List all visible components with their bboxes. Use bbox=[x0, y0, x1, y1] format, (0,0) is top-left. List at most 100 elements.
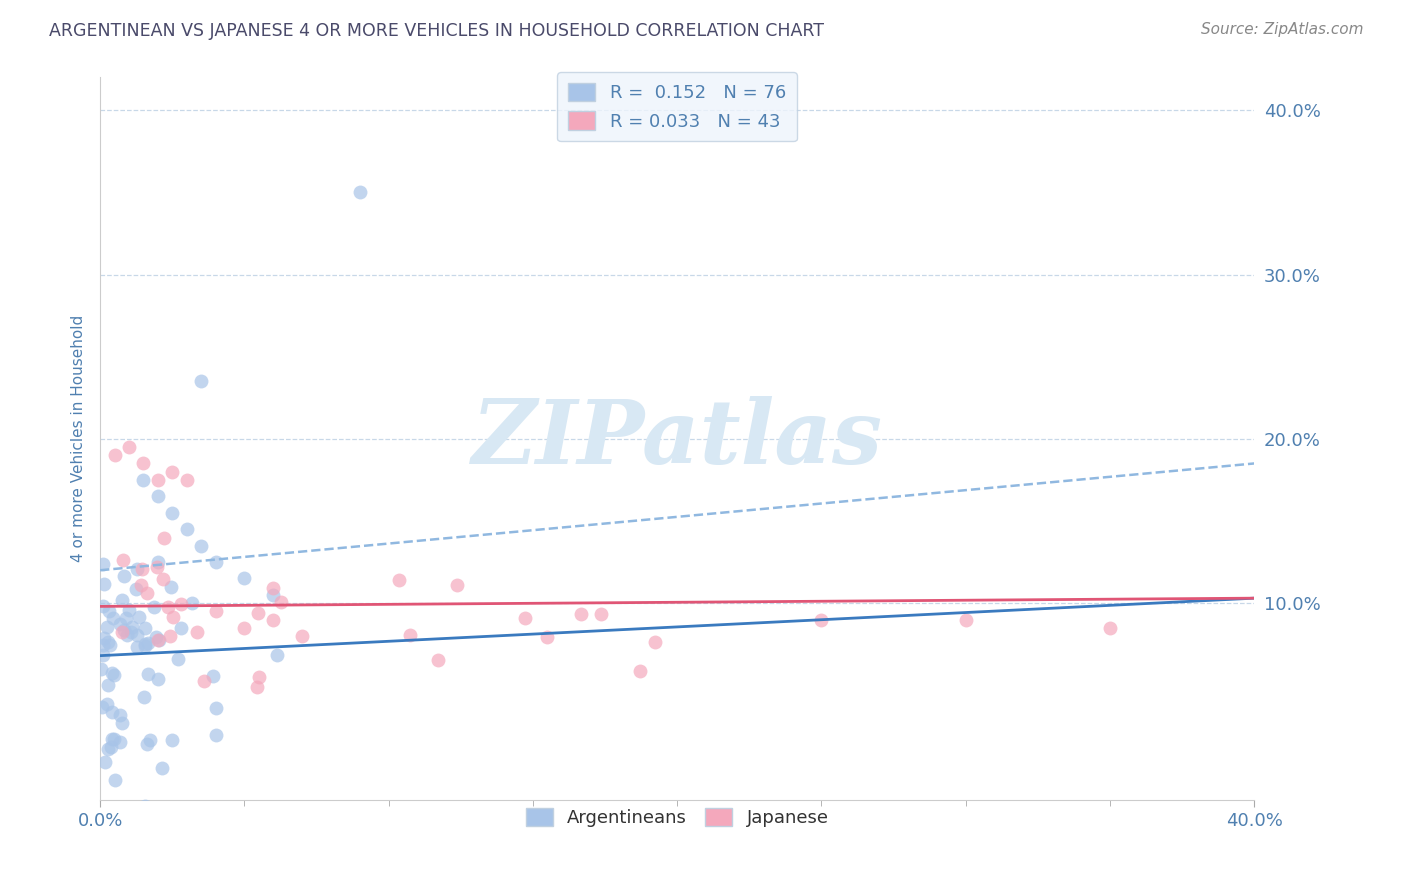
Text: ZIPatlas: ZIPatlas bbox=[471, 395, 883, 482]
Point bbox=[128, 610, 150, 624]
Point bbox=[97, 634, 120, 648]
Point bbox=[132, 690, 155, 705]
Point bbox=[162, 506, 184, 520]
Point bbox=[97, 741, 120, 756]
Point bbox=[91, 599, 114, 613]
Point bbox=[262, 613, 284, 627]
Point bbox=[90, 662, 112, 676]
Point bbox=[134, 638, 156, 652]
Point bbox=[115, 611, 138, 625]
Point bbox=[110, 716, 132, 731]
Point bbox=[233, 571, 256, 585]
Point bbox=[170, 621, 193, 635]
Point bbox=[157, 600, 180, 615]
Point bbox=[104, 773, 127, 788]
Point bbox=[112, 569, 135, 583]
Point bbox=[111, 593, 134, 607]
Point bbox=[246, 680, 269, 694]
Point bbox=[90, 700, 112, 714]
Point bbox=[146, 633, 169, 648]
Point bbox=[148, 632, 170, 647]
Point bbox=[204, 604, 226, 618]
Point bbox=[110, 735, 132, 749]
Point bbox=[134, 621, 156, 635]
Point bbox=[201, 669, 224, 683]
Point bbox=[131, 561, 153, 575]
Point bbox=[111, 624, 134, 639]
Point bbox=[136, 667, 159, 681]
Point bbox=[167, 652, 190, 666]
Point bbox=[262, 581, 284, 595]
Point bbox=[145, 560, 167, 574]
Point bbox=[193, 673, 215, 688]
Point bbox=[399, 628, 422, 642]
Point bbox=[136, 636, 159, 650]
Point bbox=[247, 670, 270, 684]
Point bbox=[589, 607, 612, 622]
Point bbox=[204, 728, 226, 742]
Point bbox=[121, 620, 143, 634]
Point bbox=[96, 620, 118, 634]
Legend: Argentineans, Japanese: Argentineans, Japanese bbox=[519, 801, 835, 835]
Point bbox=[162, 609, 184, 624]
Point bbox=[628, 664, 651, 678]
Point bbox=[101, 732, 124, 747]
Point bbox=[91, 557, 114, 571]
Point bbox=[1098, 621, 1121, 635]
Point bbox=[190, 539, 212, 553]
Text: ARGENTINEAN VS JAPANESE 4 OR MORE VEHICLES IN HOUSEHOLD CORRELATION CHART: ARGENTINEAN VS JAPANESE 4 OR MORE VEHICL… bbox=[49, 22, 824, 40]
Point bbox=[134, 639, 156, 653]
Point bbox=[125, 640, 148, 654]
Point bbox=[125, 561, 148, 575]
Point bbox=[103, 667, 125, 681]
Point bbox=[569, 607, 592, 622]
Point bbox=[644, 635, 666, 649]
Point bbox=[118, 603, 141, 617]
Point bbox=[176, 473, 198, 487]
Point bbox=[101, 665, 124, 680]
Point bbox=[349, 186, 371, 200]
Point bbox=[247, 606, 270, 620]
Point bbox=[134, 799, 156, 814]
Point bbox=[108, 708, 131, 723]
Point bbox=[159, 629, 181, 643]
Point bbox=[176, 522, 198, 536]
Point bbox=[91, 638, 114, 652]
Point bbox=[427, 653, 450, 667]
Point bbox=[118, 440, 141, 454]
Point bbox=[205, 701, 228, 715]
Point bbox=[446, 577, 468, 591]
Point bbox=[955, 613, 977, 627]
Point bbox=[100, 638, 122, 652]
Point bbox=[129, 578, 152, 592]
Point bbox=[190, 375, 212, 389]
Point bbox=[169, 597, 191, 611]
Point bbox=[146, 489, 169, 503]
Point bbox=[101, 705, 124, 719]
Point bbox=[100, 739, 122, 754]
Point bbox=[135, 737, 157, 751]
Point bbox=[152, 572, 174, 586]
Text: Source: ZipAtlas.com: Source: ZipAtlas.com bbox=[1201, 22, 1364, 37]
Point bbox=[121, 625, 143, 640]
Point bbox=[96, 697, 118, 711]
Point bbox=[515, 610, 537, 624]
Point bbox=[132, 457, 155, 471]
Point bbox=[262, 588, 284, 602]
Point bbox=[146, 555, 169, 569]
Point bbox=[111, 553, 134, 567]
Point bbox=[266, 648, 288, 662]
Point bbox=[127, 628, 149, 642]
Point bbox=[388, 573, 411, 587]
Point bbox=[138, 733, 160, 747]
Point bbox=[90, 816, 112, 830]
Point bbox=[233, 621, 256, 635]
Point bbox=[536, 630, 558, 644]
Point bbox=[97, 604, 120, 618]
Point bbox=[810, 613, 832, 627]
Point bbox=[97, 678, 120, 692]
Point bbox=[136, 585, 159, 599]
Point bbox=[143, 600, 166, 615]
Point bbox=[125, 582, 148, 597]
Point bbox=[132, 473, 155, 487]
